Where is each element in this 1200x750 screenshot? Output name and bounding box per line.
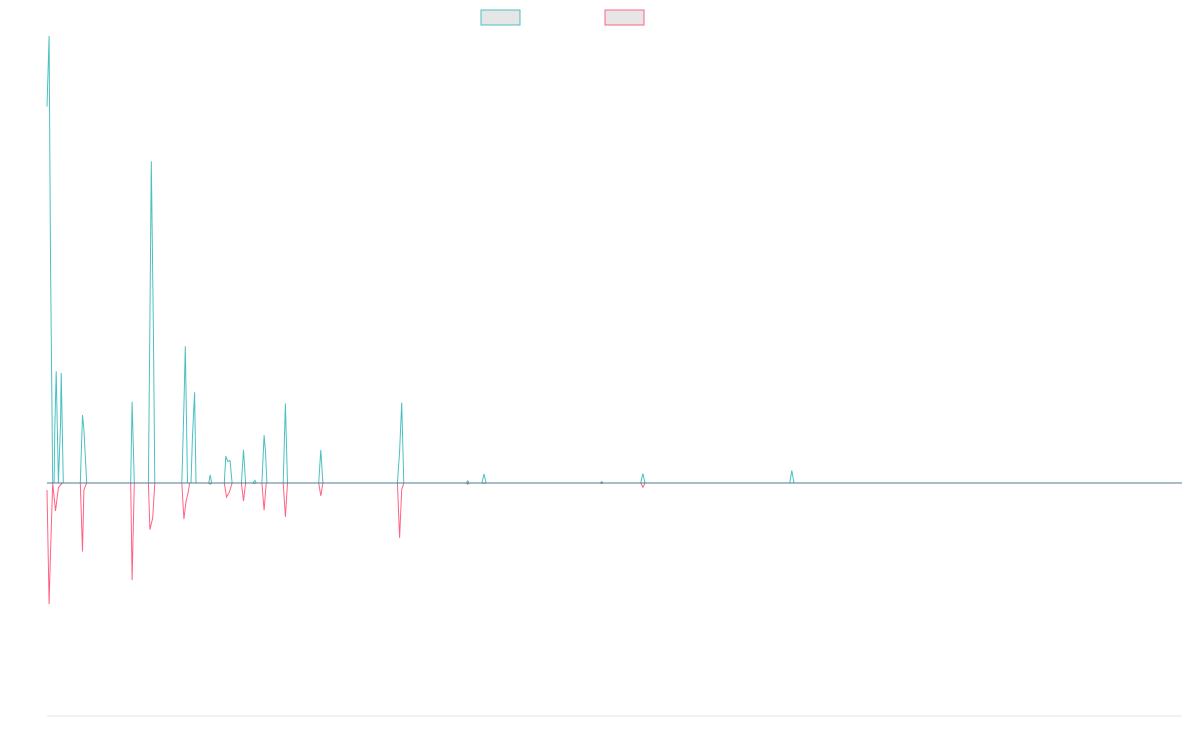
series-line-1 (46, 35, 1182, 484)
legend-swatch-2[interactable] (604, 9, 645, 26)
series-line-2 (46, 482, 1182, 605)
series-layer (46, 35, 1182, 605)
legend-swatch-1[interactable] (480, 9, 521, 26)
legend (480, 9, 645, 26)
